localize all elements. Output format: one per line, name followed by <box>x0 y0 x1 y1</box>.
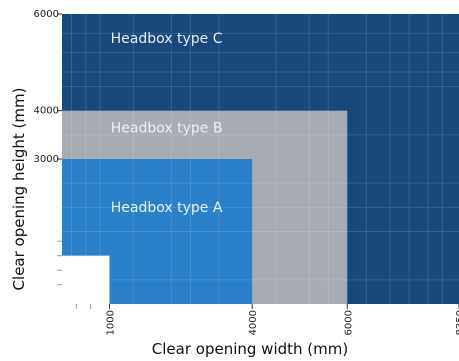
region-labels: Headbox type C Headbox type B Headbox type… <box>111 31 223 216</box>
regions <box>62 14 459 305</box>
x-axis-title: Clear opening width (mm) <box>152 340 348 358</box>
excluded-region <box>62 255 110 304</box>
x-tick-label: 4000 <box>248 310 259 335</box>
y-axis-title: Clear opening height (mm) <box>10 88 28 291</box>
region-label-headbox-type-a: Headbox type A <box>111 200 223 216</box>
y-tick-label: 4000 <box>34 106 59 117</box>
x-tick-label: 8350 <box>455 310 459 335</box>
x-tick-label: 6000 <box>343 310 354 335</box>
region-label-headbox-type-b: Headbox type B <box>111 120 223 136</box>
ticks: 3000 4000 6000 1000 4000 6000 8350 <box>34 9 459 335</box>
y-tick-label: 6000 <box>34 9 59 20</box>
y-tick-label: 3000 <box>34 154 59 165</box>
grid <box>62 14 459 304</box>
region-label-headbox-type-c: Headbox type C <box>111 31 223 47</box>
x-tick-label: 1000 <box>106 310 117 335</box>
